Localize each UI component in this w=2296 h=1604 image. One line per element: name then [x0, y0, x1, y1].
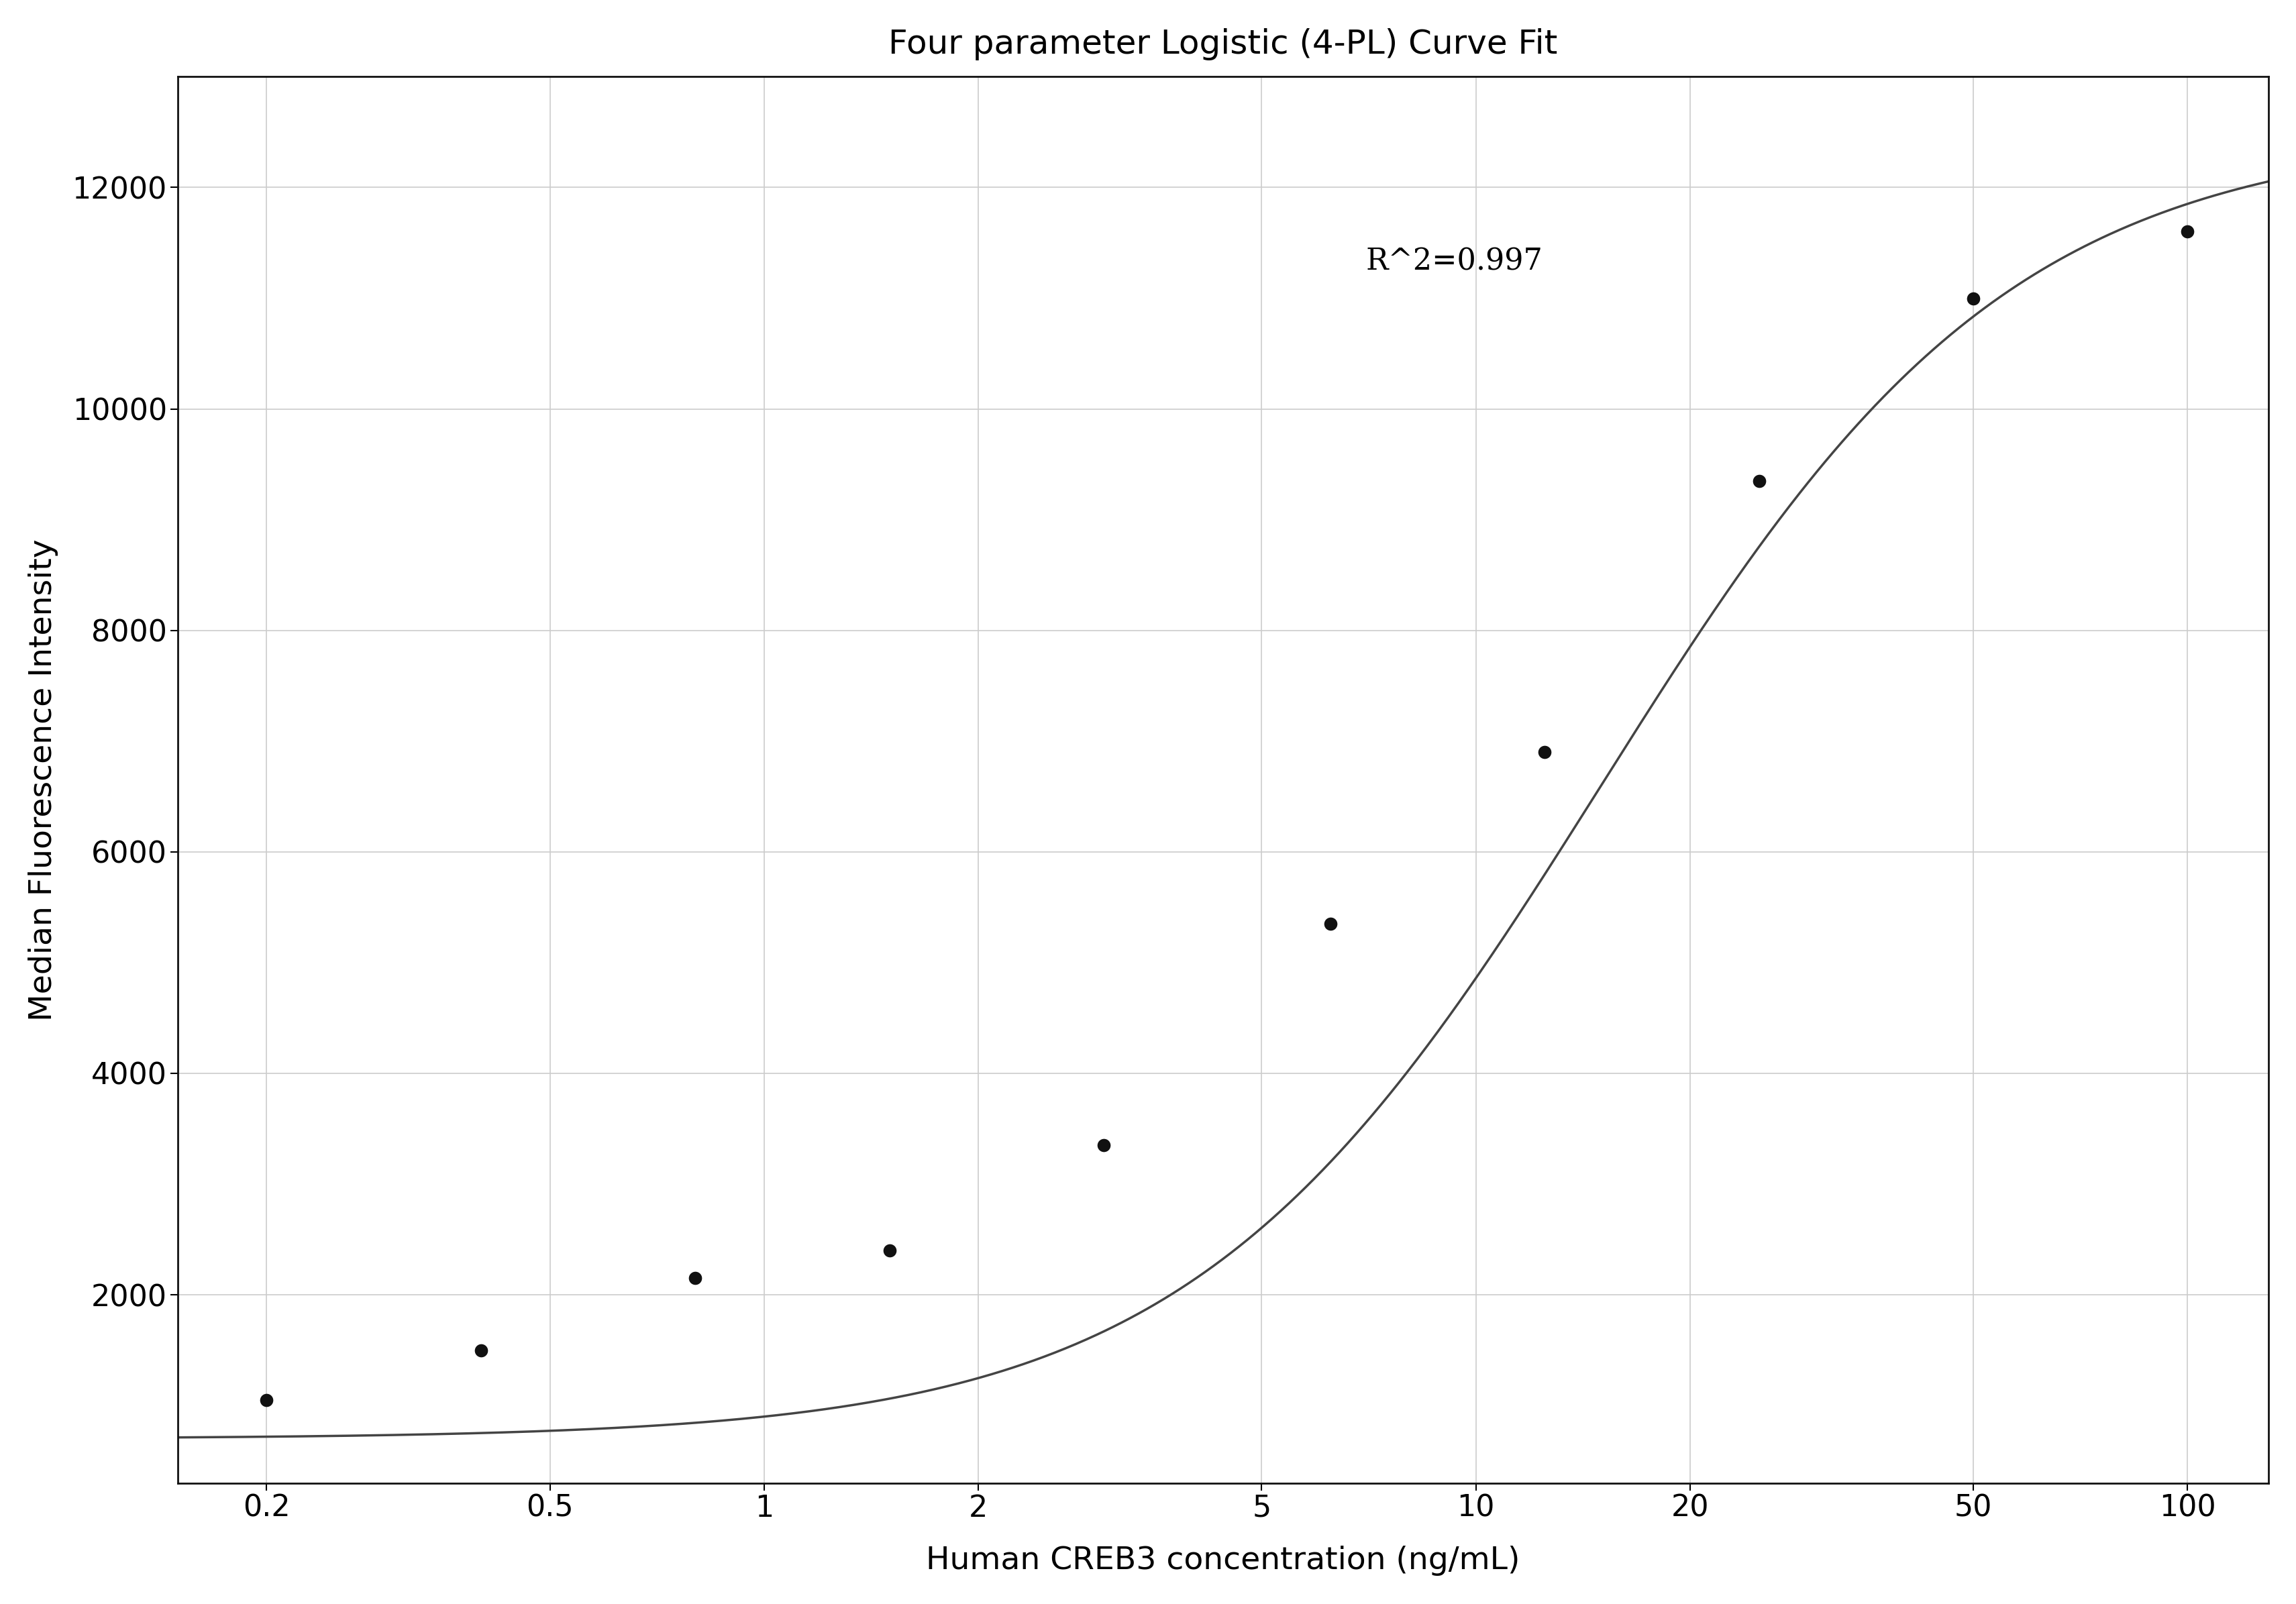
Point	[248, 1387, 285, 1413]
Point	[1740, 468, 1777, 494]
Point	[1527, 739, 1564, 765]
Point	[1086, 1132, 1123, 1158]
Title: Four parameter Logistic (4-PL) Curve Fit: Four parameter Logistic (4-PL) Curve Fit	[889, 27, 1557, 61]
Point	[2170, 218, 2206, 244]
Point	[461, 1338, 498, 1363]
Point	[1954, 286, 1991, 311]
Point	[870, 1238, 907, 1264]
Point	[677, 1266, 714, 1291]
Y-axis label: Median Fluorescence Intensity: Median Fluorescence Intensity	[28, 539, 57, 1022]
X-axis label: Human CREB3 concentration (ng/mL): Human CREB3 concentration (ng/mL)	[925, 1546, 1520, 1577]
Point	[1311, 911, 1348, 937]
Text: R^2=0.997: R^2=0.997	[1366, 247, 1543, 276]
